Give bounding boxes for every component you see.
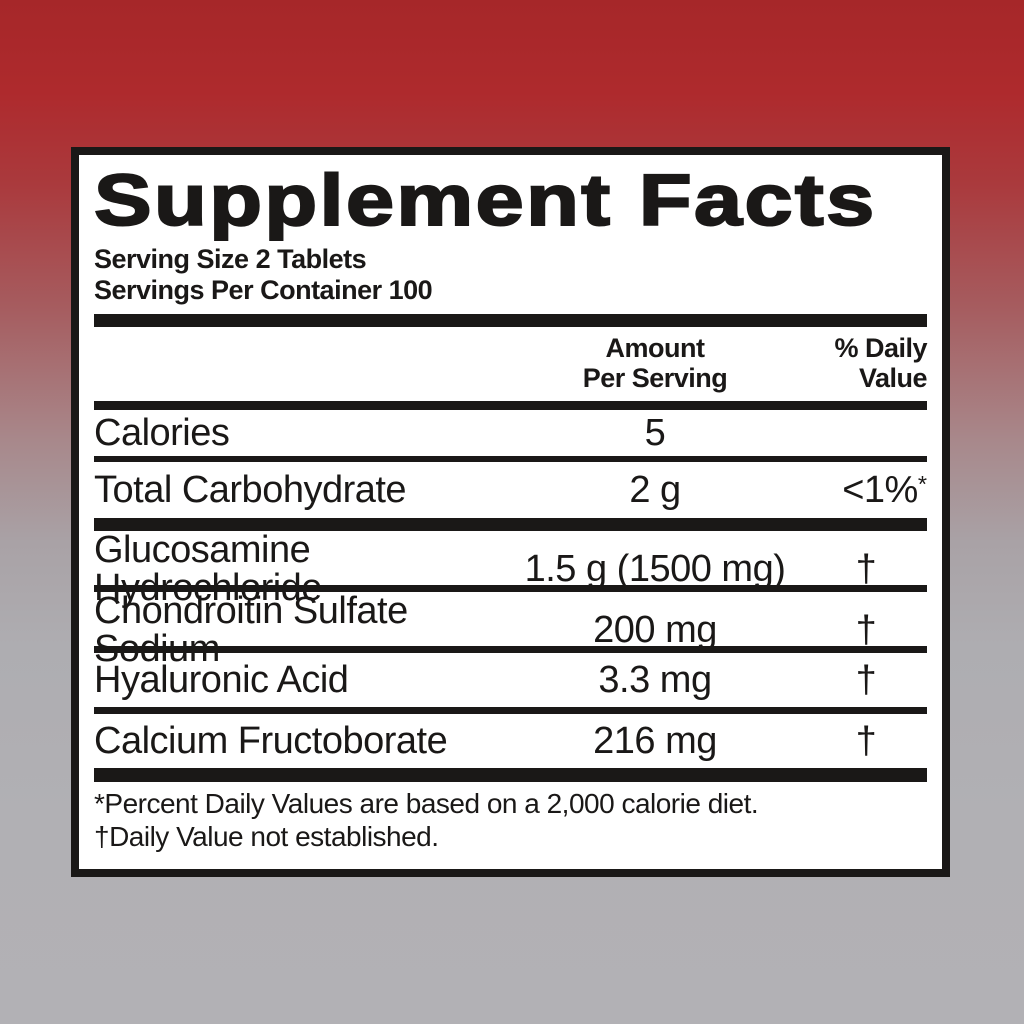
row-name: Calories <box>94 412 230 455</box>
row-amount: 2 g <box>629 469 681 512</box>
thick-divider-top <box>94 314 927 328</box>
footnote-daily-value-not-established: †Daily Value not established. <box>94 821 439 853</box>
daily-value-asterisk: * <box>917 470 927 497</box>
row-amount: 216 mg <box>593 720 717 763</box>
thin-divider <box>94 456 927 463</box>
footnotes: *Percent Daily Values are based on a 2,0… <box>94 787 927 853</box>
row-amount: 200 mg <box>593 609 717 652</box>
row-amount: 1.5 g (1500 mg) <box>524 548 786 591</box>
medium-divider-below-header <box>94 401 927 411</box>
label-title: Supplement Facts <box>93 161 877 241</box>
row-daily-value: † <box>855 548 877 591</box>
column-header-dv-line1: % Daily <box>834 333 927 364</box>
daily-value-text: <1% <box>842 469 918 512</box>
row-daily-value: † <box>855 659 877 702</box>
row-name: Total Carbohydrate <box>94 469 407 512</box>
supplement-facts-label: Supplement Facts Serving Size 2 Tablets … <box>71 147 950 877</box>
row-name: Calcium Fructoborate <box>94 720 448 763</box>
row-divider <box>94 646 927 654</box>
servings-per-container: Servings Per Container 100 <box>94 275 433 306</box>
row-name: Glucosamine Hydrochloride <box>94 529 322 610</box>
column-header-row: Amount Per Serving % Daily Value <box>94 327 928 401</box>
column-header-amount-line2: Per Serving <box>582 363 728 394</box>
row-name: Hyaluronic Acid <box>94 659 349 702</box>
thick-divider-mid <box>94 518 927 532</box>
column-header-daily-value: % Daily Value <box>805 333 927 393</box>
table-row-total-carbohydrate: Total Carbohydrate 2 g <1%* <box>94 462 927 518</box>
row-amount: 3.3 mg <box>598 659 712 702</box>
row-divider <box>94 585 927 593</box>
row-daily-value: † <box>855 609 877 652</box>
table-row-calcium-fructoborate: Calcium Fructoborate 216 mg † <box>94 714 927 768</box>
serving-size: Serving Size 2 Tablets <box>94 244 367 275</box>
row-daily-value: <1%* <box>805 471 927 509</box>
column-header-amount: Amount Per Serving <box>505 333 805 393</box>
table-row-hyaluronic-acid: Hyaluronic Acid 3.3 mg † <box>94 653 927 707</box>
row-name: Chondroitin Sulfate Sodium <box>94 590 408 671</box>
thick-divider-bottom <box>94 768 927 783</box>
row-divider <box>94 707 927 715</box>
footnote-percent-daily-values: *Percent Daily Values are based on a 2,0… <box>94 788 759 820</box>
column-header-amount-line1: Amount <box>605 333 705 364</box>
table-row-calories: Calories 5 <box>94 410 927 456</box>
column-header-dv-line2: Value <box>858 363 928 394</box>
table-row-chondroitin: Chondroitin Sulfate Sodium 200 mg † <box>94 592 927 668</box>
row-amount: 5 <box>644 412 666 455</box>
row-daily-value: † <box>855 720 877 763</box>
table-row-glucosamine: Glucosamine Hydrochloride 1.5 g (1500 mg… <box>94 531 927 607</box>
